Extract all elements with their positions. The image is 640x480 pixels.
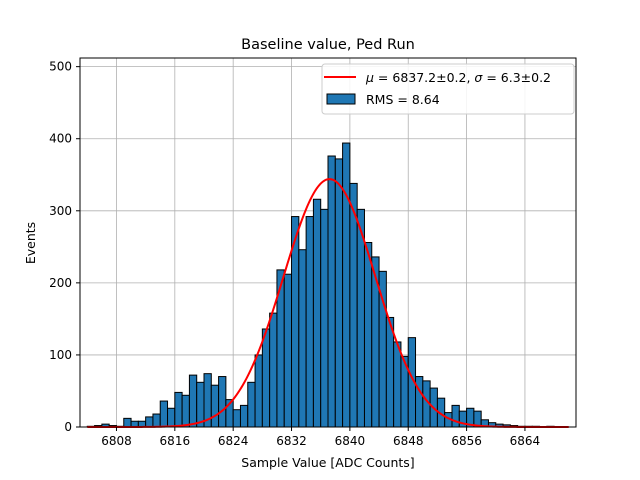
- histogram-bar: [181, 394, 190, 428]
- histogram-bar: [451, 404, 460, 428]
- histogram-bar: [269, 312, 278, 428]
- histogram-bar: [342, 142, 351, 428]
- x-tick-label: 6808: [101, 434, 132, 448]
- legend-sigma-value: = 6.3±0.2: [482, 70, 551, 85]
- histogram-bar: [239, 404, 249, 428]
- histogram-bar: [159, 400, 169, 428]
- x-tick-label: 6840: [335, 434, 366, 448]
- legend-mu-symbol: μ: [365, 70, 374, 85]
- histogram-bar: [312, 198, 322, 428]
- histogram-bar: [254, 354, 263, 428]
- histogram-bar: [356, 208, 365, 428]
- x-tick-label: 6832: [276, 434, 307, 448]
- legend-hist-label: RMS = 8.64: [366, 92, 440, 107]
- histogram-bar: [393, 341, 402, 428]
- histogram-bar: [232, 409, 241, 428]
- axis-ticks: 6808 6816 6824 6832 6840 6848 6856 6864 0 100 200 3…: [49, 60, 540, 448]
- histogram-bar: [363, 242, 373, 428]
- x-tick-label: 6816: [160, 434, 191, 448]
- histogram-bar: [261, 328, 271, 428]
- chart-title: Baseline value, Ped Run: [241, 37, 415, 53]
- x-tick-label: 6864: [510, 434, 541, 448]
- axes-frame: [79, 57, 577, 428]
- y-tick-label: 300: [49, 204, 72, 218]
- legend-box: [321, 63, 575, 115]
- legend: μ = 6837.2±0.2, σ = 6.3±0.2 RMS = 8.64: [321, 63, 575, 115]
- y-tick-label: 200: [49, 276, 72, 290]
- y-axis-label: Events: [23, 222, 38, 264]
- histogram-bar: [210, 384, 220, 428]
- y-tick-label: 400: [49, 132, 72, 146]
- y-tick-label: 100: [49, 348, 72, 362]
- histogram-bar: [123, 417, 132, 428]
- legend-hist-swatch: [326, 93, 356, 105]
- histogram-bar: [305, 216, 314, 428]
- legend-sigma-symbol: σ: [474, 70, 483, 85]
- x-tick-label: 6848: [393, 434, 424, 448]
- x-tick-label: 6824: [218, 434, 249, 448]
- legend-mu-value: = 6837.2±0.2,: [374, 70, 474, 85]
- histogram-bar: [174, 391, 183, 428]
- y-tick-label: 0: [64, 420, 72, 434]
- histogram-bar: [385, 316, 395, 428]
- histogram-bar: [145, 416, 154, 428]
- histogram-bar: [327, 155, 336, 428]
- y-tick-label: 500: [49, 60, 72, 74]
- histogram-bar: [152, 413, 161, 428]
- histogram-bar: [196, 381, 205, 428]
- histogram-bar: [247, 381, 256, 428]
- histogram-bar: [167, 407, 176, 428]
- legend-fit-label: μ = 6837.2±0.2, σ = 6.3±0.2: [365, 70, 551, 85]
- x-tick-label: 6856: [451, 434, 482, 448]
- histogram-bar: [298, 249, 307, 428]
- histogram-bar: [283, 273, 293, 428]
- histogram-bars: [86, 142, 555, 428]
- histogram-bar: [218, 376, 227, 428]
- histogram-bar: [334, 158, 344, 428]
- histogram-bar: [320, 208, 329, 428]
- x-axis-label: Sample Value [ADC Counts]: [241, 455, 414, 470]
- histogram-bar: [188, 374, 198, 428]
